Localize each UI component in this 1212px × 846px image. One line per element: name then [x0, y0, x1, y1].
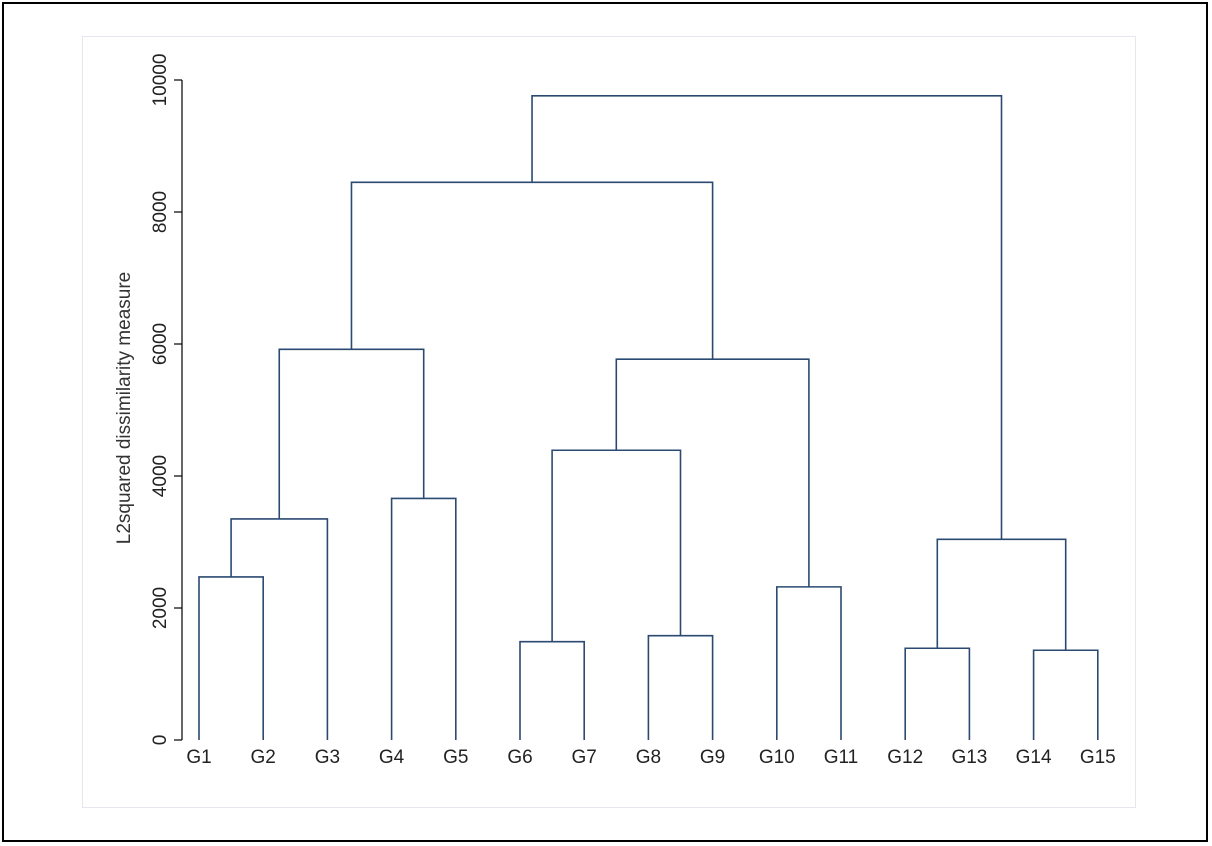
merge-link	[1032, 649, 1099, 740]
y-tick-label: 4000	[150, 455, 171, 497]
merge-link	[230, 518, 329, 740]
leaf-label: G11	[824, 747, 859, 768]
merge-link	[936, 538, 1067, 651]
merge-link	[615, 358, 810, 587]
leaf-label: G14	[1016, 747, 1052, 768]
y-tick-label: 2000	[150, 587, 171, 629]
merge-link	[198, 576, 264, 740]
leaf-label: G1	[186, 747, 211, 768]
leaf-label: G6	[507, 747, 532, 768]
merge-link	[519, 640, 585, 740]
y-axis: 0 2000 4000 6000 8000 10000	[150, 54, 183, 746]
merge-link	[531, 95, 1003, 540]
y-tick-label: 6000	[150, 323, 171, 365]
leaf-label: G15	[1080, 747, 1116, 768]
leaf-labels: G1 G2 G3 G4 G5 G6 G7 G8 G9 G10 G11 G12 G13 G14 G15	[186, 747, 1115, 768]
leaf-label: G5	[443, 747, 468, 768]
leaf-label: G4	[379, 747, 405, 768]
merge-link	[904, 647, 971, 740]
leaf-label: G10	[759, 747, 795, 768]
merge-link	[647, 634, 714, 740]
leaf-label: G13	[951, 747, 987, 768]
dendrogram-tree	[198, 95, 1099, 740]
merge-link	[278, 348, 425, 519]
plot-area	[82, 36, 1136, 808]
merge-link	[551, 449, 682, 642]
leaf-label: G3	[315, 747, 340, 768]
y-axis-title: L2squared dissimilarity measure	[114, 272, 135, 544]
merge-link	[776, 586, 842, 740]
merge-link	[350, 181, 714, 360]
y-tick-label: 10000	[150, 54, 171, 107]
merge-link	[390, 497, 457, 740]
y-tick-label: 8000	[150, 191, 171, 233]
leaf-label: G9	[700, 747, 725, 768]
leaf-label: G7	[572, 747, 597, 768]
leaf-label: G2	[251, 747, 276, 768]
leaf-label: G8	[636, 747, 661, 768]
leaf-label: G12	[887, 747, 923, 768]
y-tick-label: 0	[150, 735, 171, 746]
